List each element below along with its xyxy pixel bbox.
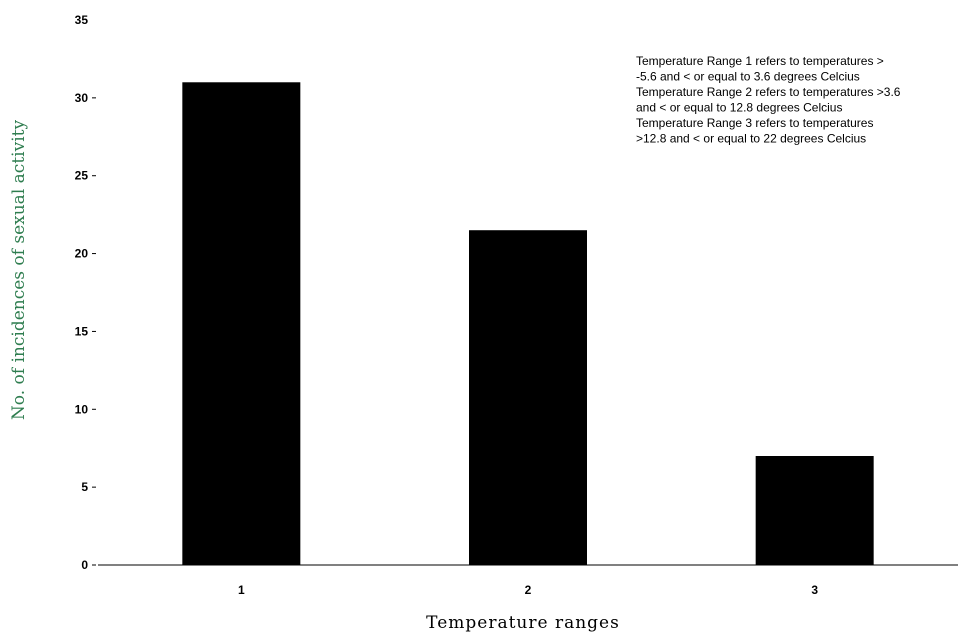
- y-tick-label: 20: [75, 247, 89, 261]
- y-tick-label: 30: [75, 91, 89, 105]
- y-tick-label: 25: [75, 169, 89, 183]
- y-tick-label: 10: [75, 402, 89, 416]
- bars: [182, 82, 874, 566]
- x-tick-label: 3: [811, 583, 818, 597]
- y-tick-label: 5: [81, 480, 88, 494]
- y-axis-label: No. of incidences of sexual activity: [9, 120, 29, 421]
- bar: [182, 82, 301, 566]
- bar: [755, 456, 874, 565]
- annotation-line: Temperature Range 1 refers to temperatur…: [636, 54, 884, 68]
- y-axis: 0 5 10 15 20 25 30 35: [75, 13, 96, 572]
- y-tick-label: 0: [81, 558, 88, 572]
- x-axis-label: Temperature ranges: [426, 613, 620, 633]
- x-axis: 1 2 3: [98, 564, 958, 597]
- annotation-block: Temperature Range 1 refers to temperatur…: [636, 54, 901, 146]
- annotation-line: -5.6 and < or equal to 3.6 degrees Celci…: [636, 70, 860, 84]
- y-tick-label: 15: [75, 324, 89, 338]
- x-tick-label: 1: [238, 583, 245, 597]
- x-tick-label: 2: [525, 583, 532, 597]
- y-tick-label: 35: [75, 13, 89, 27]
- annotation-line: Temperature Range 2 refers to temperatur…: [636, 85, 901, 99]
- annotation-line: Temperature Range 3 refers to temperatur…: [636, 116, 873, 130]
- annotation-line: and < or equal to 12.8 degrees Celcius: [636, 101, 842, 115]
- annotation-line: >12.8 and < or equal to 22 degrees Celci…: [636, 132, 866, 146]
- bar: [469, 230, 587, 565]
